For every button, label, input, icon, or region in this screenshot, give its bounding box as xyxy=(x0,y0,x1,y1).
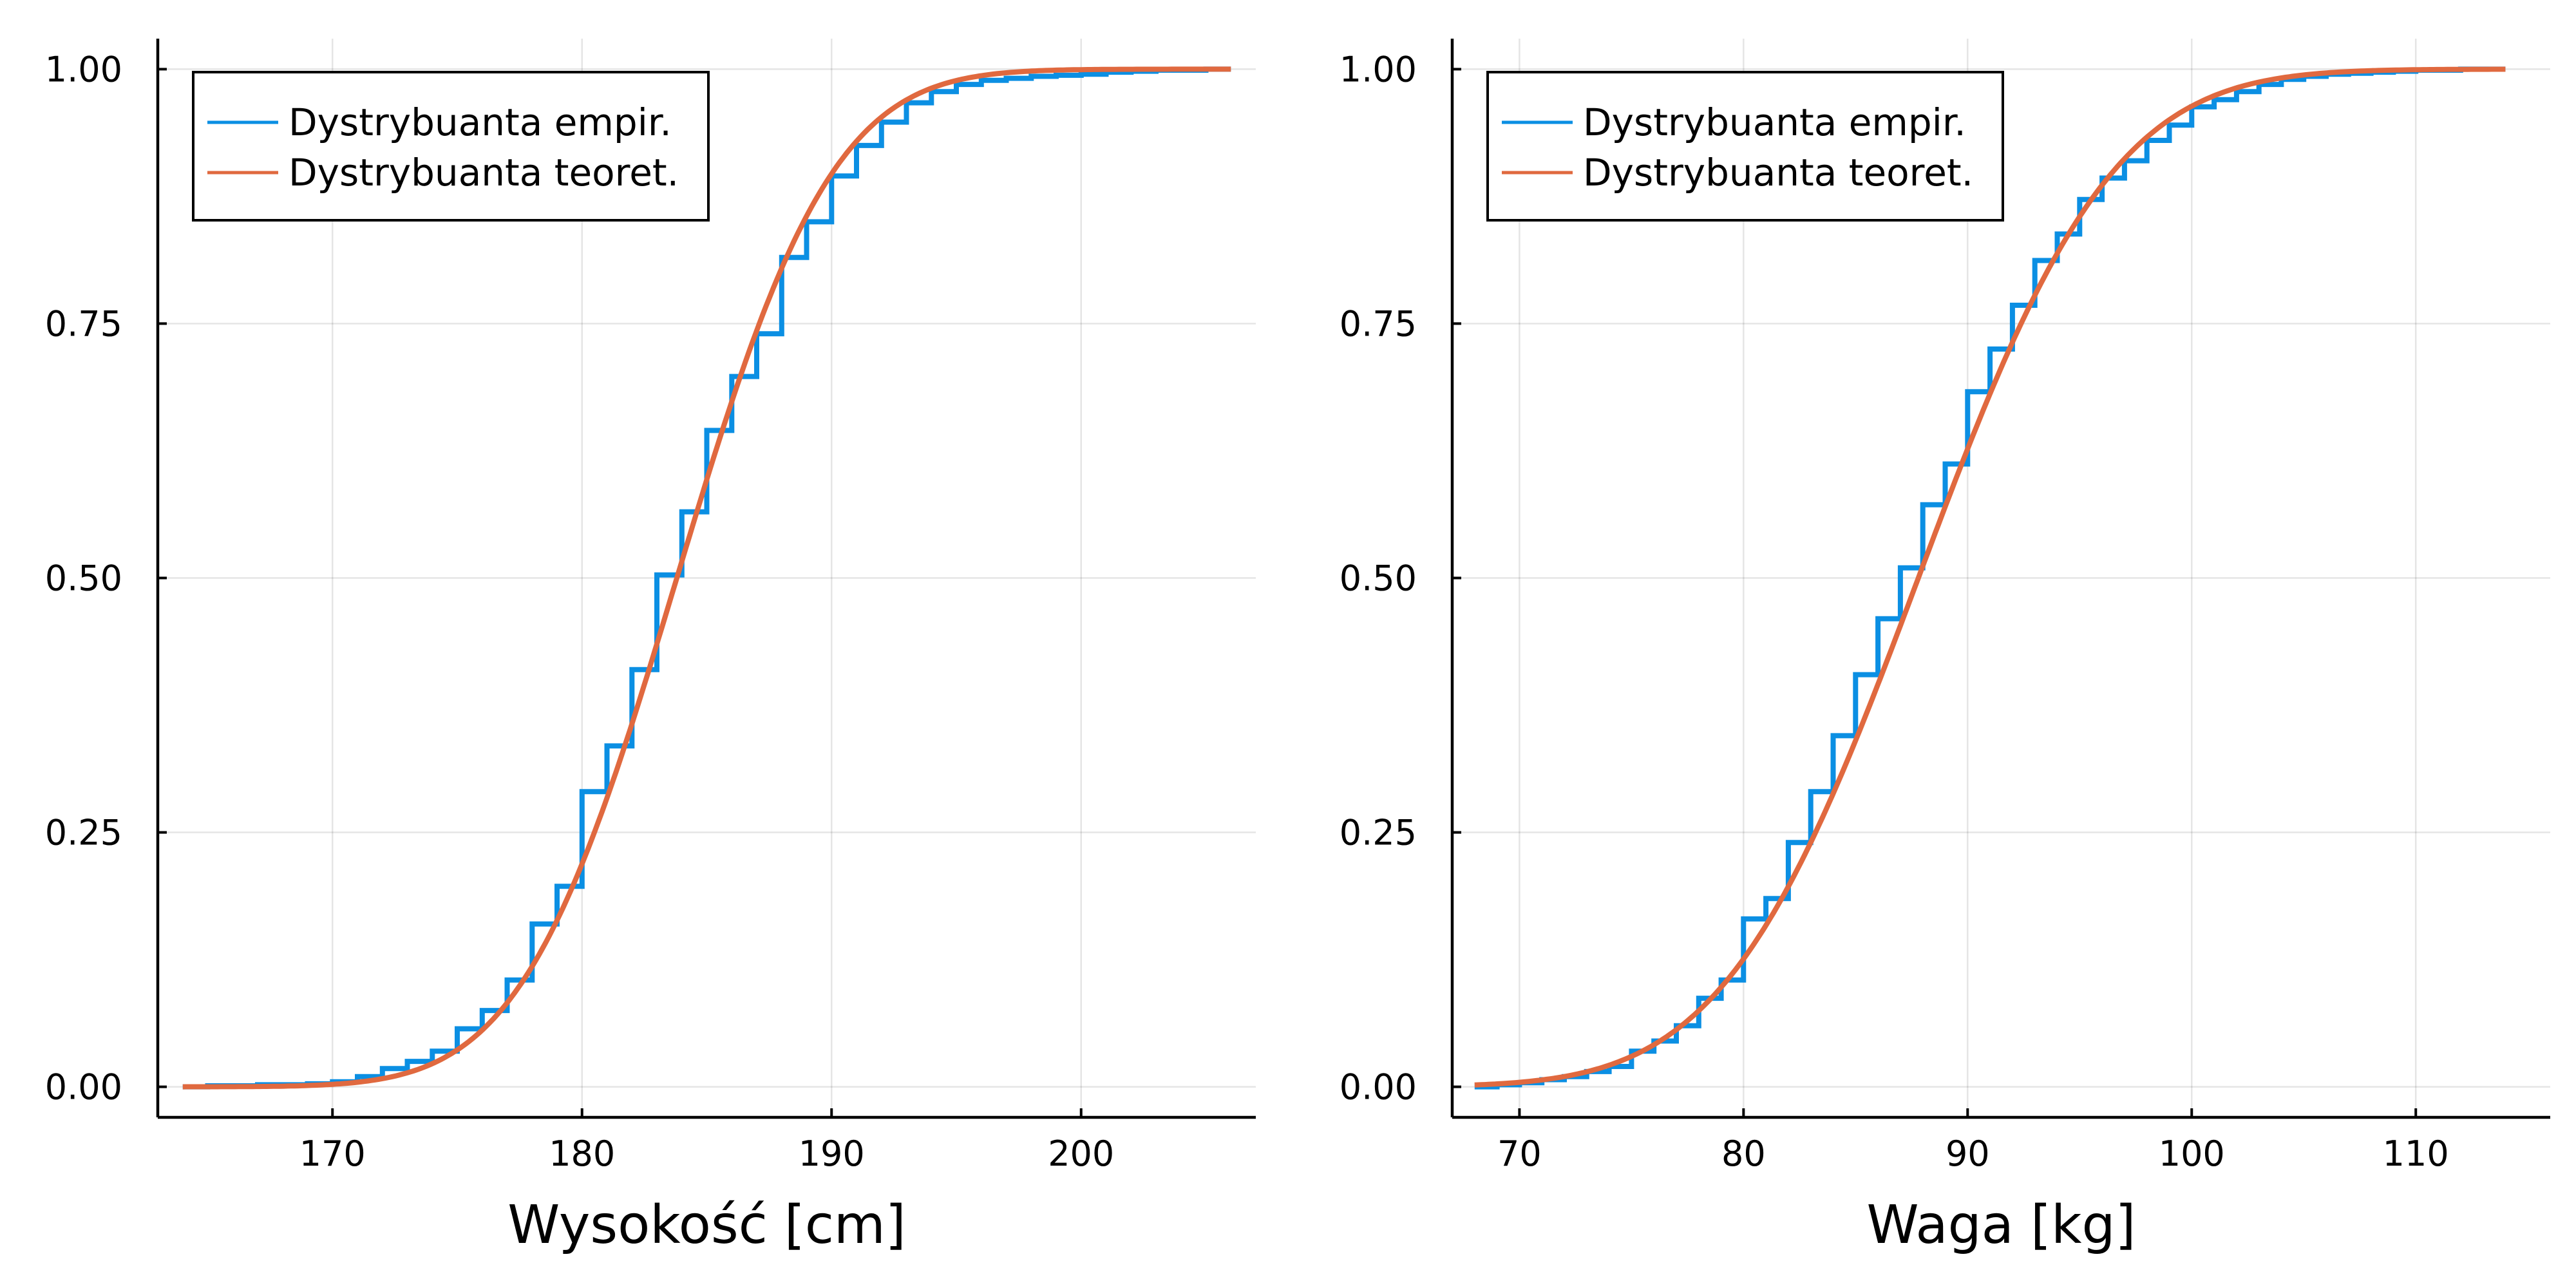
legend-label-empirical: Dystrybuanta empir. xyxy=(1583,100,1966,144)
theoretical-cdf-line xyxy=(1474,66,2506,1088)
y-tick-label: 0.00 xyxy=(45,1067,122,1108)
y-tick-label: 1.00 xyxy=(45,49,122,90)
plot-curves xyxy=(182,66,1231,1090)
legend: Dystrybuanta empir. Dystrybuanta teoret. xyxy=(1486,71,2004,222)
x-tick-label: 90 xyxy=(1946,1133,1990,1174)
plot-curves xyxy=(1474,66,2506,1090)
y-tick-label: 0.75 xyxy=(45,303,122,344)
x-tick-label: 100 xyxy=(2159,1133,2225,1174)
y-tick-label: 1.00 xyxy=(1340,49,1417,90)
legend-label-empirical: Dystrybuanta empir. xyxy=(289,100,672,144)
y-tick-label: 0.25 xyxy=(45,813,122,853)
x-axis-label: Waga [kg] xyxy=(1867,1195,2136,1256)
x-tick-label: 180 xyxy=(549,1133,615,1174)
legend-box xyxy=(192,71,710,222)
weight-cdf-panel: 70 80 90 100 110 0.00 0.25 0.50 0.75 1.00 Waga [k… xyxy=(1340,39,2550,1256)
x-tick-label: 200 xyxy=(1048,1133,1114,1174)
y-tick-label: 0.50 xyxy=(1340,558,1417,599)
legend-label-theoretical: Dystrybuanta teoret. xyxy=(1583,151,1973,194)
legend-box xyxy=(1486,71,2004,222)
y-tick-label: 0.00 xyxy=(1340,1067,1417,1108)
tick-labels: 70 80 90 100 110 0.00 0.25 0.50 0.75 1.00 xyxy=(1340,49,2449,1174)
y-tick-label: 0.25 xyxy=(1340,813,1417,853)
theoretical-cdf-line xyxy=(182,66,1231,1090)
x-tick-label: 190 xyxy=(799,1133,865,1174)
x-tick-label: 80 xyxy=(1721,1133,1766,1174)
y-tick-label: 0.50 xyxy=(45,558,122,599)
x-tick-label: 170 xyxy=(299,1133,366,1174)
y-tick-label: 0.75 xyxy=(1340,303,1417,344)
empirical-cdf-line xyxy=(182,66,1231,1090)
tick-labels: 170 180 190 200 0.00 0.25 0.50 0.75 1.00 xyxy=(45,49,1115,1174)
x-axis-label: Wysokość [cm] xyxy=(507,1195,906,1256)
legend: Dystrybuanta empir. Dystrybuanta teoret. xyxy=(192,71,710,222)
axes xyxy=(156,39,1256,1119)
height-cdf-panel: 170 180 190 200 0.00 0.25 0.50 0.75 1.00 Wysokoś… xyxy=(45,39,1256,1256)
axes xyxy=(1450,39,2550,1119)
x-tick-label: 70 xyxy=(1497,1133,1542,1174)
legend-label-theoretical: Dystrybuanta teoret. xyxy=(289,151,679,194)
x-tick-label: 110 xyxy=(2383,1133,2449,1174)
